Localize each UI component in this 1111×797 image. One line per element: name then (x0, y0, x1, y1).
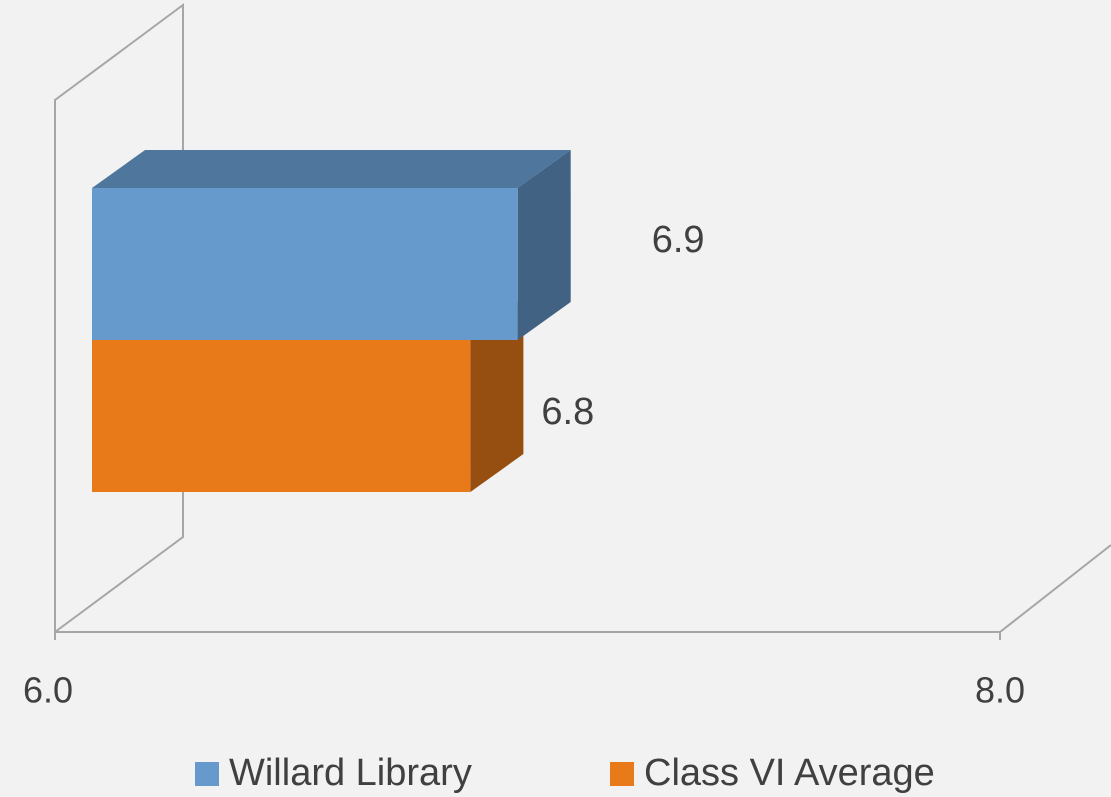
x-tick-label: 6.0 (23, 670, 73, 711)
x-tick-label: 8.0 (975, 670, 1025, 711)
legend-swatch (195, 762, 219, 786)
data-label: 6.9 (652, 219, 705, 261)
legend-label: Class VI Average (644, 752, 935, 794)
bar (92, 188, 518, 340)
bar-top (92, 150, 571, 188)
bar (92, 340, 471, 492)
side-wall (54, 3, 184, 633)
floor (55, 544, 1111, 633)
bar-side (470, 302, 524, 492)
data-label: 6.8 (541, 391, 594, 433)
legend-label: Willard Library (229, 752, 472, 794)
legend-swatch (610, 762, 634, 786)
bar-side (517, 150, 571, 340)
